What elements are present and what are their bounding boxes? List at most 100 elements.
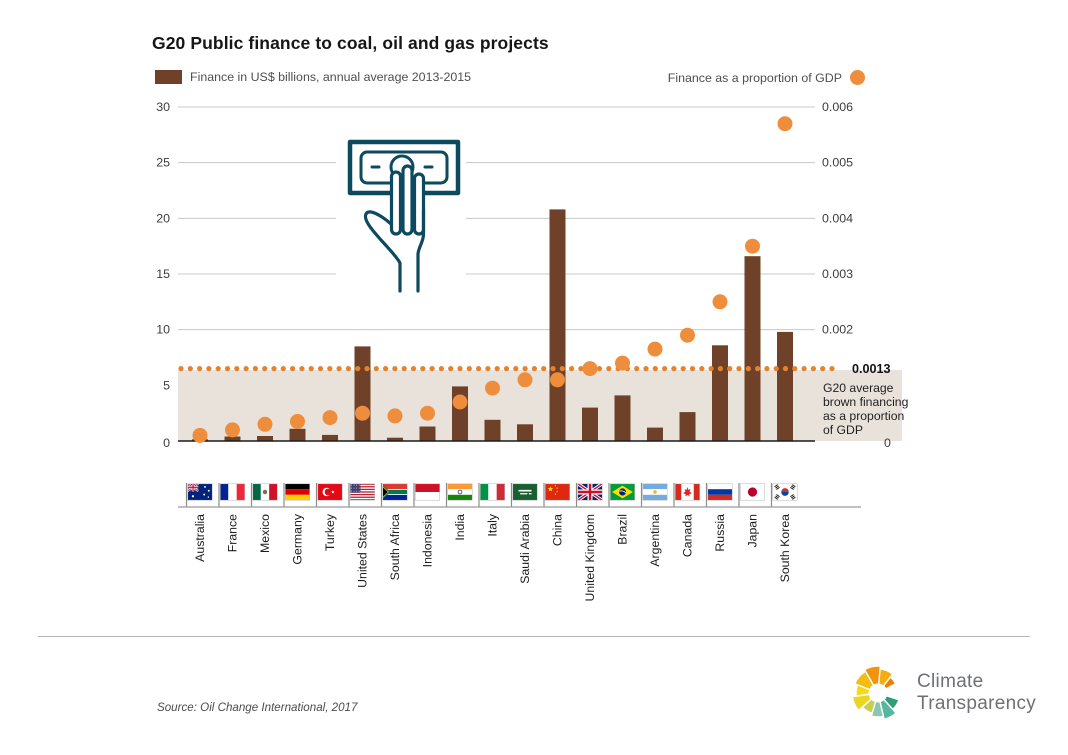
left-axis-tick: 0 — [163, 436, 170, 450]
reference-annotation-line: as a proportion — [823, 409, 904, 423]
country-label-india: India — [453, 514, 467, 541]
bar-germany — [289, 428, 306, 441]
bar-indonesia — [419, 426, 436, 441]
country-label-united-states: United States — [356, 514, 370, 588]
reference-annotation-line: G20 average — [823, 381, 894, 395]
bar-south-korea — [777, 331, 793, 441]
money-hand-icon — [336, 134, 466, 296]
country-label-france: France — [226, 514, 240, 552]
bar-united-kingdom — [582, 407, 598, 441]
bar-turkey — [322, 434, 338, 441]
left-axis-tick: 10 — [156, 323, 170, 337]
flag-in-icon — [447, 483, 473, 501]
country-label-brazil: Brazil — [616, 514, 630, 545]
bar-france — [224, 436, 241, 441]
bar-canada — [679, 412, 696, 441]
flag-ar-icon — [642, 483, 668, 501]
country-label-united-kingdom: United Kingdom — [583, 514, 597, 602]
logo-line1: Climate — [917, 671, 984, 692]
country-label-canada: Canada — [681, 514, 695, 557]
footer-divider — [38, 636, 1030, 637]
left-axis-tick: 25 — [156, 156, 170, 170]
country-label-australia: Australia — [193, 514, 207, 562]
flag-ca-icon — [675, 483, 700, 501]
climate-transparency-logo: Climate Transparency — [849, 664, 1036, 722]
bar-legend-label: Finance in US$ billions, annual average … — [190, 70, 472, 84]
flag-br-icon — [610, 483, 635, 501]
right-axis-zero: 0 — [884, 436, 891, 450]
country-label-italy: Italy — [486, 513, 500, 536]
legend-dots: Finance as a proportion of GDP — [560, 70, 865, 85]
gdp-dot-mexico — [257, 416, 273, 432]
gdp-dot-south-korea — [777, 116, 793, 132]
gdp-dot-china — [550, 372, 565, 388]
right-axis-tick: 0.006 — [822, 100, 853, 114]
reference-value-label: 0.0013 — [852, 362, 891, 376]
logo-line2: Transparency — [917, 693, 1037, 714]
dot-legend-swatch — [850, 70, 865, 85]
flag-it-icon — [480, 483, 505, 501]
country-label-turkey: Turkey — [323, 513, 337, 551]
country-label-saudi-arabia: Saudi Arabia — [518, 514, 532, 584]
bar-united-states — [354, 346, 371, 441]
right-axis-tick: 0.003 — [822, 267, 853, 281]
bar-legend-swatch — [155, 70, 182, 84]
gdp-dot-russia — [712, 294, 728, 310]
country-label-germany: Germany — [291, 513, 305, 564]
bar-china — [549, 209, 566, 441]
gdp-dot-india — [452, 394, 468, 410]
flag-cn-icon — [545, 483, 570, 501]
country-label-south-korea: South Korea — [778, 514, 792, 583]
reference-annotation-line: brown financing — [823, 395, 908, 409]
left-axis-tick: 15 — [156, 267, 170, 281]
chart-title: G20 Public finance to coal, oil and gas … — [152, 33, 549, 53]
flag-de-icon — [285, 483, 310, 501]
logo-text: Climate Transparency — [917, 671, 1036, 715]
gdp-dot-france — [225, 422, 240, 438]
dot-legend-label: Finance as a proportion of GDP — [667, 70, 842, 85]
source-note: Source: Oil Change International, 2017 — [157, 701, 358, 714]
bar-japan — [744, 256, 761, 441]
country-label-russia: Russia — [713, 514, 727, 552]
flag-za-icon — [382, 483, 408, 501]
gdp-dot-argentina — [647, 341, 663, 357]
left-axis-tick: 20 — [156, 211, 170, 225]
country-label-mexico: Mexico — [258, 514, 272, 553]
gdp-dot-united-states — [355, 405, 370, 421]
bar-italy — [484, 419, 501, 441]
gdp-dot-japan — [745, 238, 760, 254]
bar-russia — [712, 345, 728, 441]
country-label-japan: Japan — [746, 514, 760, 548]
flag-ru-icon — [707, 483, 733, 501]
flag-us-icon — [350, 483, 375, 501]
gdp-dot-australia — [192, 427, 208, 443]
gdp-dot-brazil — [615, 355, 630, 371]
bar-south-africa — [387, 437, 403, 441]
flag-mx-icon — [252, 483, 278, 501]
right-axis-tick: 0.004 — [822, 211, 853, 225]
flag-tr-icon — [317, 483, 343, 501]
flag-jp-icon — [740, 483, 765, 501]
g20-average-band — [178, 370, 902, 441]
gdp-dot-germany — [290, 414, 305, 429]
gdp-dot-south-africa — [387, 408, 403, 424]
left-axis-tick: 5 — [163, 378, 170, 392]
chart: 0 5 10 15 20 25 30 0.002 0.003 0.004 0.005 0.006 0 0… — [156, 100, 908, 602]
flag-id-icon — [415, 483, 440, 501]
bar-saudi-arabia — [517, 424, 533, 441]
country-label-argentina: Argentina — [648, 514, 662, 567]
gdp-dot-saudi-arabia — [517, 372, 533, 388]
gdp-dot-italy — [485, 380, 500, 396]
legend-bars: Finance in US$ billions, annual average … — [155, 70, 471, 84]
gdp-dot-united-kingdom — [582, 361, 598, 377]
flag-sa-icon — [512, 483, 538, 501]
flag-kr-icon — [772, 483, 798, 501]
flag-fr-icon — [220, 483, 245, 501]
country-label-china: China — [551, 514, 565, 546]
left-axis-tick: 30 — [156, 100, 170, 114]
bar-mexico — [257, 436, 273, 441]
flag-au-icon — [187, 483, 213, 501]
right-axis-tick: 0.002 — [822, 323, 853, 337]
